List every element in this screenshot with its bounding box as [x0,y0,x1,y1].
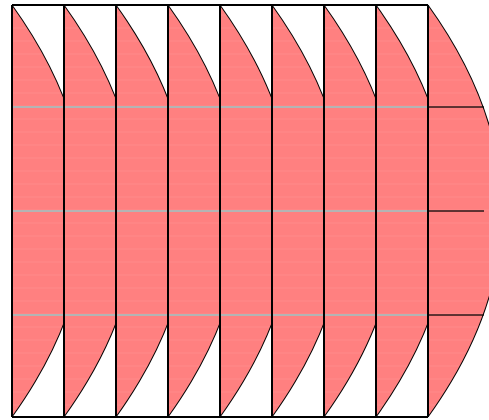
vertical-dividers [11,4,429,418]
lens-arc-9 [427,4,489,418]
